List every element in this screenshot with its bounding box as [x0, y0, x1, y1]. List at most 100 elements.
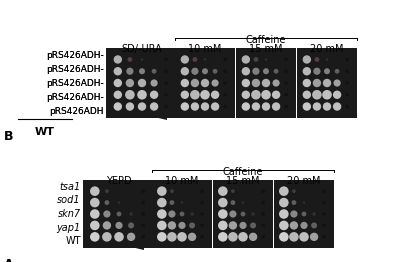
Circle shape: [168, 221, 176, 230]
Text: 10 mM: 10 mM: [188, 44, 222, 54]
Circle shape: [164, 105, 168, 108]
Circle shape: [261, 189, 265, 193]
Circle shape: [345, 93, 349, 97]
Circle shape: [303, 67, 311, 75]
Text: B: B: [4, 130, 14, 143]
Circle shape: [324, 68, 330, 74]
Circle shape: [200, 224, 204, 227]
Circle shape: [192, 57, 197, 62]
Circle shape: [157, 221, 167, 230]
Circle shape: [180, 212, 184, 216]
Circle shape: [241, 212, 246, 216]
Circle shape: [190, 90, 200, 100]
Circle shape: [322, 224, 326, 227]
Circle shape: [289, 232, 299, 242]
Circle shape: [90, 232, 100, 242]
Circle shape: [303, 91, 311, 99]
Circle shape: [177, 232, 187, 242]
Circle shape: [204, 58, 206, 61]
Bar: [297, 48, 357, 118]
Circle shape: [279, 186, 289, 196]
Circle shape: [189, 222, 195, 228]
Text: WT: WT: [35, 127, 55, 137]
Circle shape: [157, 209, 167, 219]
Circle shape: [200, 201, 204, 204]
Circle shape: [103, 210, 110, 218]
Circle shape: [170, 189, 174, 193]
Circle shape: [164, 58, 168, 61]
Circle shape: [141, 235, 145, 239]
Text: tsa1: tsa1: [60, 182, 81, 192]
Circle shape: [90, 186, 100, 196]
Circle shape: [345, 105, 349, 108]
Text: pRS426ADH-: pRS426ADH-: [46, 64, 104, 74]
Circle shape: [141, 224, 145, 227]
Circle shape: [311, 222, 317, 228]
Circle shape: [201, 79, 209, 87]
Text: 10 mM: 10 mM: [165, 176, 199, 186]
Circle shape: [118, 201, 120, 204]
Text: skn7: skn7: [58, 209, 81, 219]
Circle shape: [201, 102, 209, 111]
Circle shape: [242, 67, 250, 75]
Circle shape: [334, 79, 341, 87]
Circle shape: [284, 105, 288, 108]
Circle shape: [181, 201, 183, 204]
Circle shape: [313, 102, 321, 111]
Circle shape: [284, 93, 288, 97]
Circle shape: [181, 79, 189, 87]
Circle shape: [254, 57, 258, 62]
Circle shape: [126, 68, 134, 75]
Circle shape: [223, 81, 227, 85]
Text: WT: WT: [66, 236, 81, 246]
Circle shape: [114, 55, 122, 64]
Circle shape: [284, 58, 288, 61]
Circle shape: [125, 90, 135, 100]
Text: 15 mM: 15 mM: [249, 44, 283, 54]
Circle shape: [261, 235, 265, 239]
Circle shape: [214, 59, 216, 60]
Circle shape: [128, 57, 132, 62]
Circle shape: [252, 68, 260, 75]
Circle shape: [262, 79, 270, 87]
Circle shape: [126, 79, 134, 87]
Circle shape: [290, 210, 298, 218]
Circle shape: [242, 55, 250, 64]
Circle shape: [242, 201, 244, 204]
Circle shape: [223, 105, 227, 108]
Circle shape: [181, 67, 189, 75]
Text: yap1: yap1: [57, 223, 81, 233]
Circle shape: [272, 91, 280, 99]
Circle shape: [141, 189, 145, 193]
Circle shape: [152, 69, 156, 74]
Text: 15 mM: 15 mM: [226, 176, 260, 186]
Circle shape: [230, 200, 235, 205]
Circle shape: [118, 190, 120, 192]
Circle shape: [265, 58, 267, 61]
Circle shape: [292, 200, 296, 205]
Circle shape: [141, 58, 143, 61]
Circle shape: [284, 81, 288, 85]
Bar: [213, 180, 273, 248]
Circle shape: [279, 232, 289, 242]
Circle shape: [218, 221, 228, 230]
Circle shape: [252, 102, 260, 111]
Circle shape: [114, 102, 122, 111]
Circle shape: [313, 79, 321, 87]
Circle shape: [211, 91, 219, 99]
Circle shape: [322, 201, 326, 204]
Circle shape: [251, 212, 255, 216]
Circle shape: [104, 200, 109, 205]
Circle shape: [323, 102, 331, 111]
Circle shape: [188, 233, 196, 241]
Circle shape: [192, 190, 193, 192]
Circle shape: [303, 102, 311, 111]
Circle shape: [218, 232, 228, 242]
Text: Caffeine: Caffeine: [246, 35, 286, 45]
Circle shape: [164, 69, 168, 73]
Circle shape: [218, 209, 228, 219]
Circle shape: [229, 221, 237, 230]
Circle shape: [223, 69, 227, 73]
Circle shape: [345, 81, 349, 85]
Circle shape: [231, 189, 235, 193]
